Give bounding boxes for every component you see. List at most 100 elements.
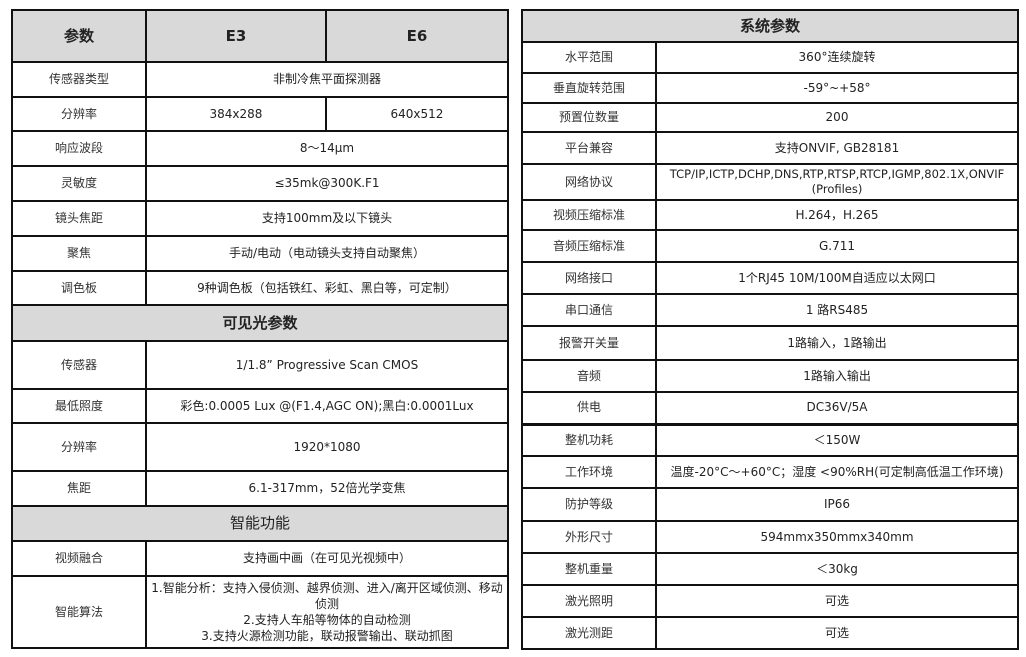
algorithm-line: 1.智能分析：支持入侵侦测、越界侦测、进入/离开区域侦测、移动侦测 [151,581,503,611]
system-spec-table: 系统参数 水平范围 360°连续旋转 垂直旋转范围 -59°~+58° 预置位数量 200… [520,9,1020,650]
table-row: 垂直旋转范围 -59°~+58° [521,72,1020,104]
table-header-row: 系统参数 [520,9,1020,43]
row-value: 1路输入输出 [654,359,1020,393]
row-value: ≤35mk@300K.F1 [145,165,509,202]
row-value: 9种调色板（包括铁红、彩虹、黑白等，可定制） [145,270,509,306]
algorithm-line: 2.支持人车船等物体的自动检测 [243,613,411,627]
row-label: 响应波段 [11,130,147,167]
row-value: 594mmx350mmx340mm [654,520,1020,554]
row-label: 焦距 [11,470,147,507]
row-label: 网络接口 [521,261,657,295]
table-row: 网络接口 1个RJ45 10M/100M自适应以太网口 [521,261,1020,295]
table-row: 分辨率 384x288 640x512 [11,96,509,132]
table-row: 灵敏度 ≤35mk@300K.F1 [11,165,509,202]
table-row: 分辨率 1920*1080 [11,422,509,472]
table-row: 平台兼容 支持ONVIF, GB28181 [521,131,1020,165]
table-row: 视频融合 支持画中画（在可见光视频中） [11,540,509,577]
row-value: 8～14μm [145,130,509,167]
row-label: 工作环境 [521,455,657,489]
row-label: 音频 [521,359,657,393]
table-row: 音频压缩标准 G.711 [521,229,1020,263]
table-row: 串口通信 1 路RS485 [521,293,1020,327]
row-label: 传感器 [11,340,147,390]
section-title: 可见光参数 [11,304,509,342]
table-row: 激光测距 可选 [521,616,1020,650]
row-label: 供电 [521,391,657,425]
table-title: 系统参数 [520,9,1020,43]
table-row: 镜头焦距 支持100mm及以下镜头 [11,200,509,237]
row-label: 外形尺寸 [521,520,657,554]
section-header-smart: 智能功能 [11,505,509,542]
row-label: 激光测距 [521,616,657,650]
row-value: TCP/IP,ICTP,DCHP,DNS,RTP,RTSP,RTCP,IGMP,… [654,163,1020,201]
table-row: 聚焦 手动/电动（电动镜头支持自动聚焦） [11,235,509,272]
table-header-row: 参数 E3 E6 [11,9,509,63]
table-row: 智能算法 1.智能分析：支持入侵侦测、越界侦测、进入/离开区域侦测、移动侦测 2… [11,575,509,649]
section-header-visible: 可见光参数 [11,304,509,342]
row-label: 灵敏度 [11,165,147,202]
table-row: 供电 DC36V/5A [521,391,1020,425]
table-row: 焦距 6.1-317mm，52倍光学变焦 [11,470,509,507]
table-row: 传感器类型 非制冷焦平面探测器 [11,61,509,98]
row-label: 激光照明 [521,584,657,618]
row-label: 聚焦 [11,235,147,272]
row-value: G.711 [654,229,1020,263]
row-label: 预置位数量 [521,102,657,133]
row-value: 1个RJ45 10M/100M自适应以太网口 [654,261,1020,295]
row-label: 整机重量 [521,552,657,586]
row-value: 200 [654,102,1020,133]
row-label: 调色板 [11,270,147,306]
row-label: 垂直旋转范围 [521,72,657,104]
row-label: 传感器类型 [11,61,147,98]
row-label: 音频压缩标准 [521,229,657,263]
table-row: 调色板 9种调色板（包括铁红、彩虹、黑白等，可定制） [11,270,509,306]
row-label: 分辨率 [11,96,147,132]
row-label: 防护等级 [521,487,657,522]
row-value: 非制冷焦平面探测器 [145,61,509,98]
header-param: 参数 [11,9,147,63]
row-value: 1 路RS485 [654,293,1020,327]
table-row: 防护等级 IP66 [521,487,1020,522]
header-e3: E3 [145,9,327,63]
table-row: 预置位数量 200 [521,102,1020,133]
table-row: 激光照明 可选 [521,584,1020,618]
row-label: 智能算法 [11,575,147,649]
row-value-e3: 384x288 [145,96,327,132]
row-value: 支持画中画（在可见光视频中） [145,540,509,577]
table-row: 整机功耗 ＜150W [521,422,1020,457]
row-value: 手动/电动（电动镜头支持自动聚焦） [145,235,509,272]
row-label: 镜头焦距 [11,200,147,237]
row-label: 视频压缩标准 [521,199,657,231]
table-row: 网络协议 TCP/IP,ICTP,DCHP,DNS,RTP,RTSP,RTCP,I… [521,163,1020,201]
row-value: ＜150W [654,422,1020,457]
table-row: 整机重量 ＜30kg [521,552,1020,586]
section-title: 智能功能 [11,505,509,542]
row-value: -59°~+58° [654,72,1020,104]
table-row: 外形尺寸 594mmx350mmx340mm [521,520,1020,554]
camera-spec-table: 参数 E3 E6 传感器类型 非制冷焦平面探测器 分辨率 384x288 640x51… [11,9,509,649]
row-value: DC36V/5A [654,391,1020,425]
table-row: 传感器 1/1.8” Progressive Scan CMOS [11,340,509,390]
row-label: 平台兼容 [521,131,657,165]
row-label: 报警开关量 [521,325,657,361]
algorithm-line: 3.支持火源检测功能，联动报警输出、联动抓图 [201,629,453,643]
row-label: 分辨率 [11,422,147,472]
table-row: 响应波段 8～14μm [11,130,509,167]
row-value: 1/1.8” Progressive Scan CMOS [145,340,509,390]
row-value: 可选 [654,584,1020,618]
row-value: 1路输入，1路输出 [654,325,1020,361]
row-value: H.264，H.265 [654,199,1020,231]
row-value: IP66 [654,487,1020,522]
row-label: 最低照度 [11,388,147,424]
row-value: 360°连续旋转 [654,41,1020,74]
header-e6: E6 [325,9,509,63]
row-label: 水平范围 [521,41,657,74]
row-label: 网络协议 [521,163,657,201]
row-value: 支持100mm及以下镜头 [145,200,509,237]
row-value: 彩色:0.0005 Lux @(F1.4,AGC ON);黑白:0.0001Lu… [145,388,509,424]
table-row: 报警开关量 1路输入，1路输出 [521,325,1020,361]
row-value: 温度-20°C～+60°C；湿度 <90%RH(可定制高低温工作环境) [654,455,1020,489]
row-label: 视频融合 [11,540,147,577]
row-value: 1.智能分析：支持入侵侦测、越界侦测、进入/离开区域侦测、移动侦测 2.支持人车… [145,575,509,649]
row-value: 6.1-317mm，52倍光学变焦 [145,470,509,507]
